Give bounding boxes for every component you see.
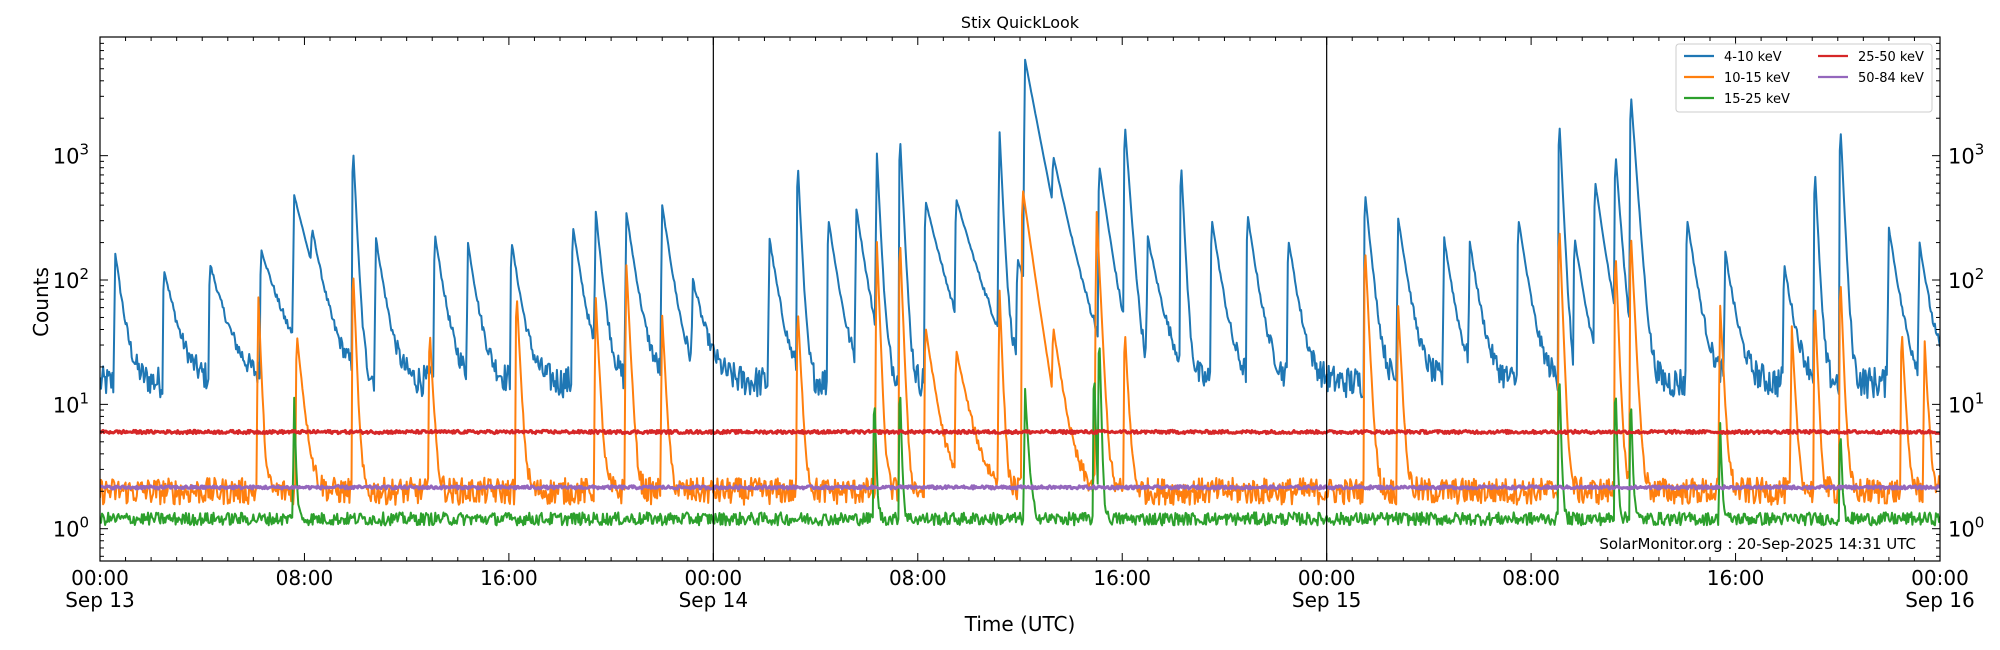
legend-item: 15-25 keV — [1684, 92, 1790, 107]
series-line-4-10-keV — [100, 58, 1940, 399]
series-line-15-25-keV — [100, 347, 1940, 527]
legend-label: 50-84 keV — [1858, 71, 1924, 86]
x-tick-time-label: 16:00 — [480, 566, 538, 590]
y-tick-labels-left: 100 101 102 103 — [53, 141, 89, 542]
day-boundary-lines — [712, 37, 1328, 561]
legend-label: 25-50 keV — [1858, 50, 1924, 65]
x-tick-date-label: Sep 13 — [65, 588, 135, 612]
y-tick-label: 101 — [1948, 389, 1984, 417]
legend-frame — [1675, 43, 1933, 113]
x-tick-time-label: 08:00 — [1502, 566, 1560, 590]
x-tick-time-label: 00:00 — [685, 566, 743, 590]
x-tick-time-label: 00:00 — [1298, 566, 1356, 590]
x-tick-time-label: 08:00 — [276, 566, 334, 590]
y-tick-label: 102 — [1948, 265, 1984, 293]
x-tick-date-label: Sep 15 — [1292, 588, 1362, 612]
legend-item: 25-50 keV — [1818, 50, 1924, 65]
source-annotation: SolarMonitor.org : 20-Sep-2025 14:31 UTC — [1599, 535, 1916, 553]
legend-item: 4-10 keV — [1684, 50, 1782, 65]
y-tick-label: 101 — [53, 389, 89, 417]
x-tick-time-label: 00:00 — [1911, 566, 1969, 590]
y-tick-label: 103 — [53, 141, 89, 169]
x-tick-time-label: 08:00 — [889, 566, 947, 590]
series-line-25-50-keV — [100, 428, 1940, 436]
legend: 4-10 keV 10-15 keV 15-25 keV 25-50 keV 50-84… — [1675, 43, 1933, 113]
x-tick-time-label: 16:00 — [1093, 566, 1151, 590]
series-line-50-84-keV — [100, 484, 1940, 491]
y-tick-labels-right: 100 101 102 103 — [1948, 141, 1984, 542]
y-tick-label: 102 — [53, 265, 89, 293]
y-axis-label: Counts — [29, 267, 53, 337]
x-tick-date-label: Sep 14 — [679, 588, 749, 612]
axis-ticks — [99, 36, 1941, 561]
x-tick-time-label: 00:00 — [71, 566, 129, 590]
legend-label: 4-10 keV — [1724, 50, 1782, 65]
y-tick-label: 103 — [1948, 141, 1984, 169]
legend-item: 10-15 keV — [1684, 71, 1790, 86]
legend-label: 10-15 keV — [1724, 71, 1790, 86]
x-tick-date-label: Sep 16 — [1905, 588, 1975, 612]
legend-label: 15-25 keV — [1724, 92, 1790, 107]
chart-title: Stix QuickLook — [961, 13, 1080, 32]
y-tick-label: 100 — [53, 514, 89, 542]
x-tick-time-label: 16:00 — [1707, 566, 1765, 590]
x-axis-label: Time (UTC) — [964, 612, 1076, 636]
plot-frame — [99, 36, 1941, 562]
y-tick-label: 100 — [1948, 514, 1984, 542]
series-line-10-15-keV — [100, 190, 1940, 506]
legend-item: 50-84 keV — [1818, 71, 1924, 86]
series-layer — [100, 58, 1940, 527]
